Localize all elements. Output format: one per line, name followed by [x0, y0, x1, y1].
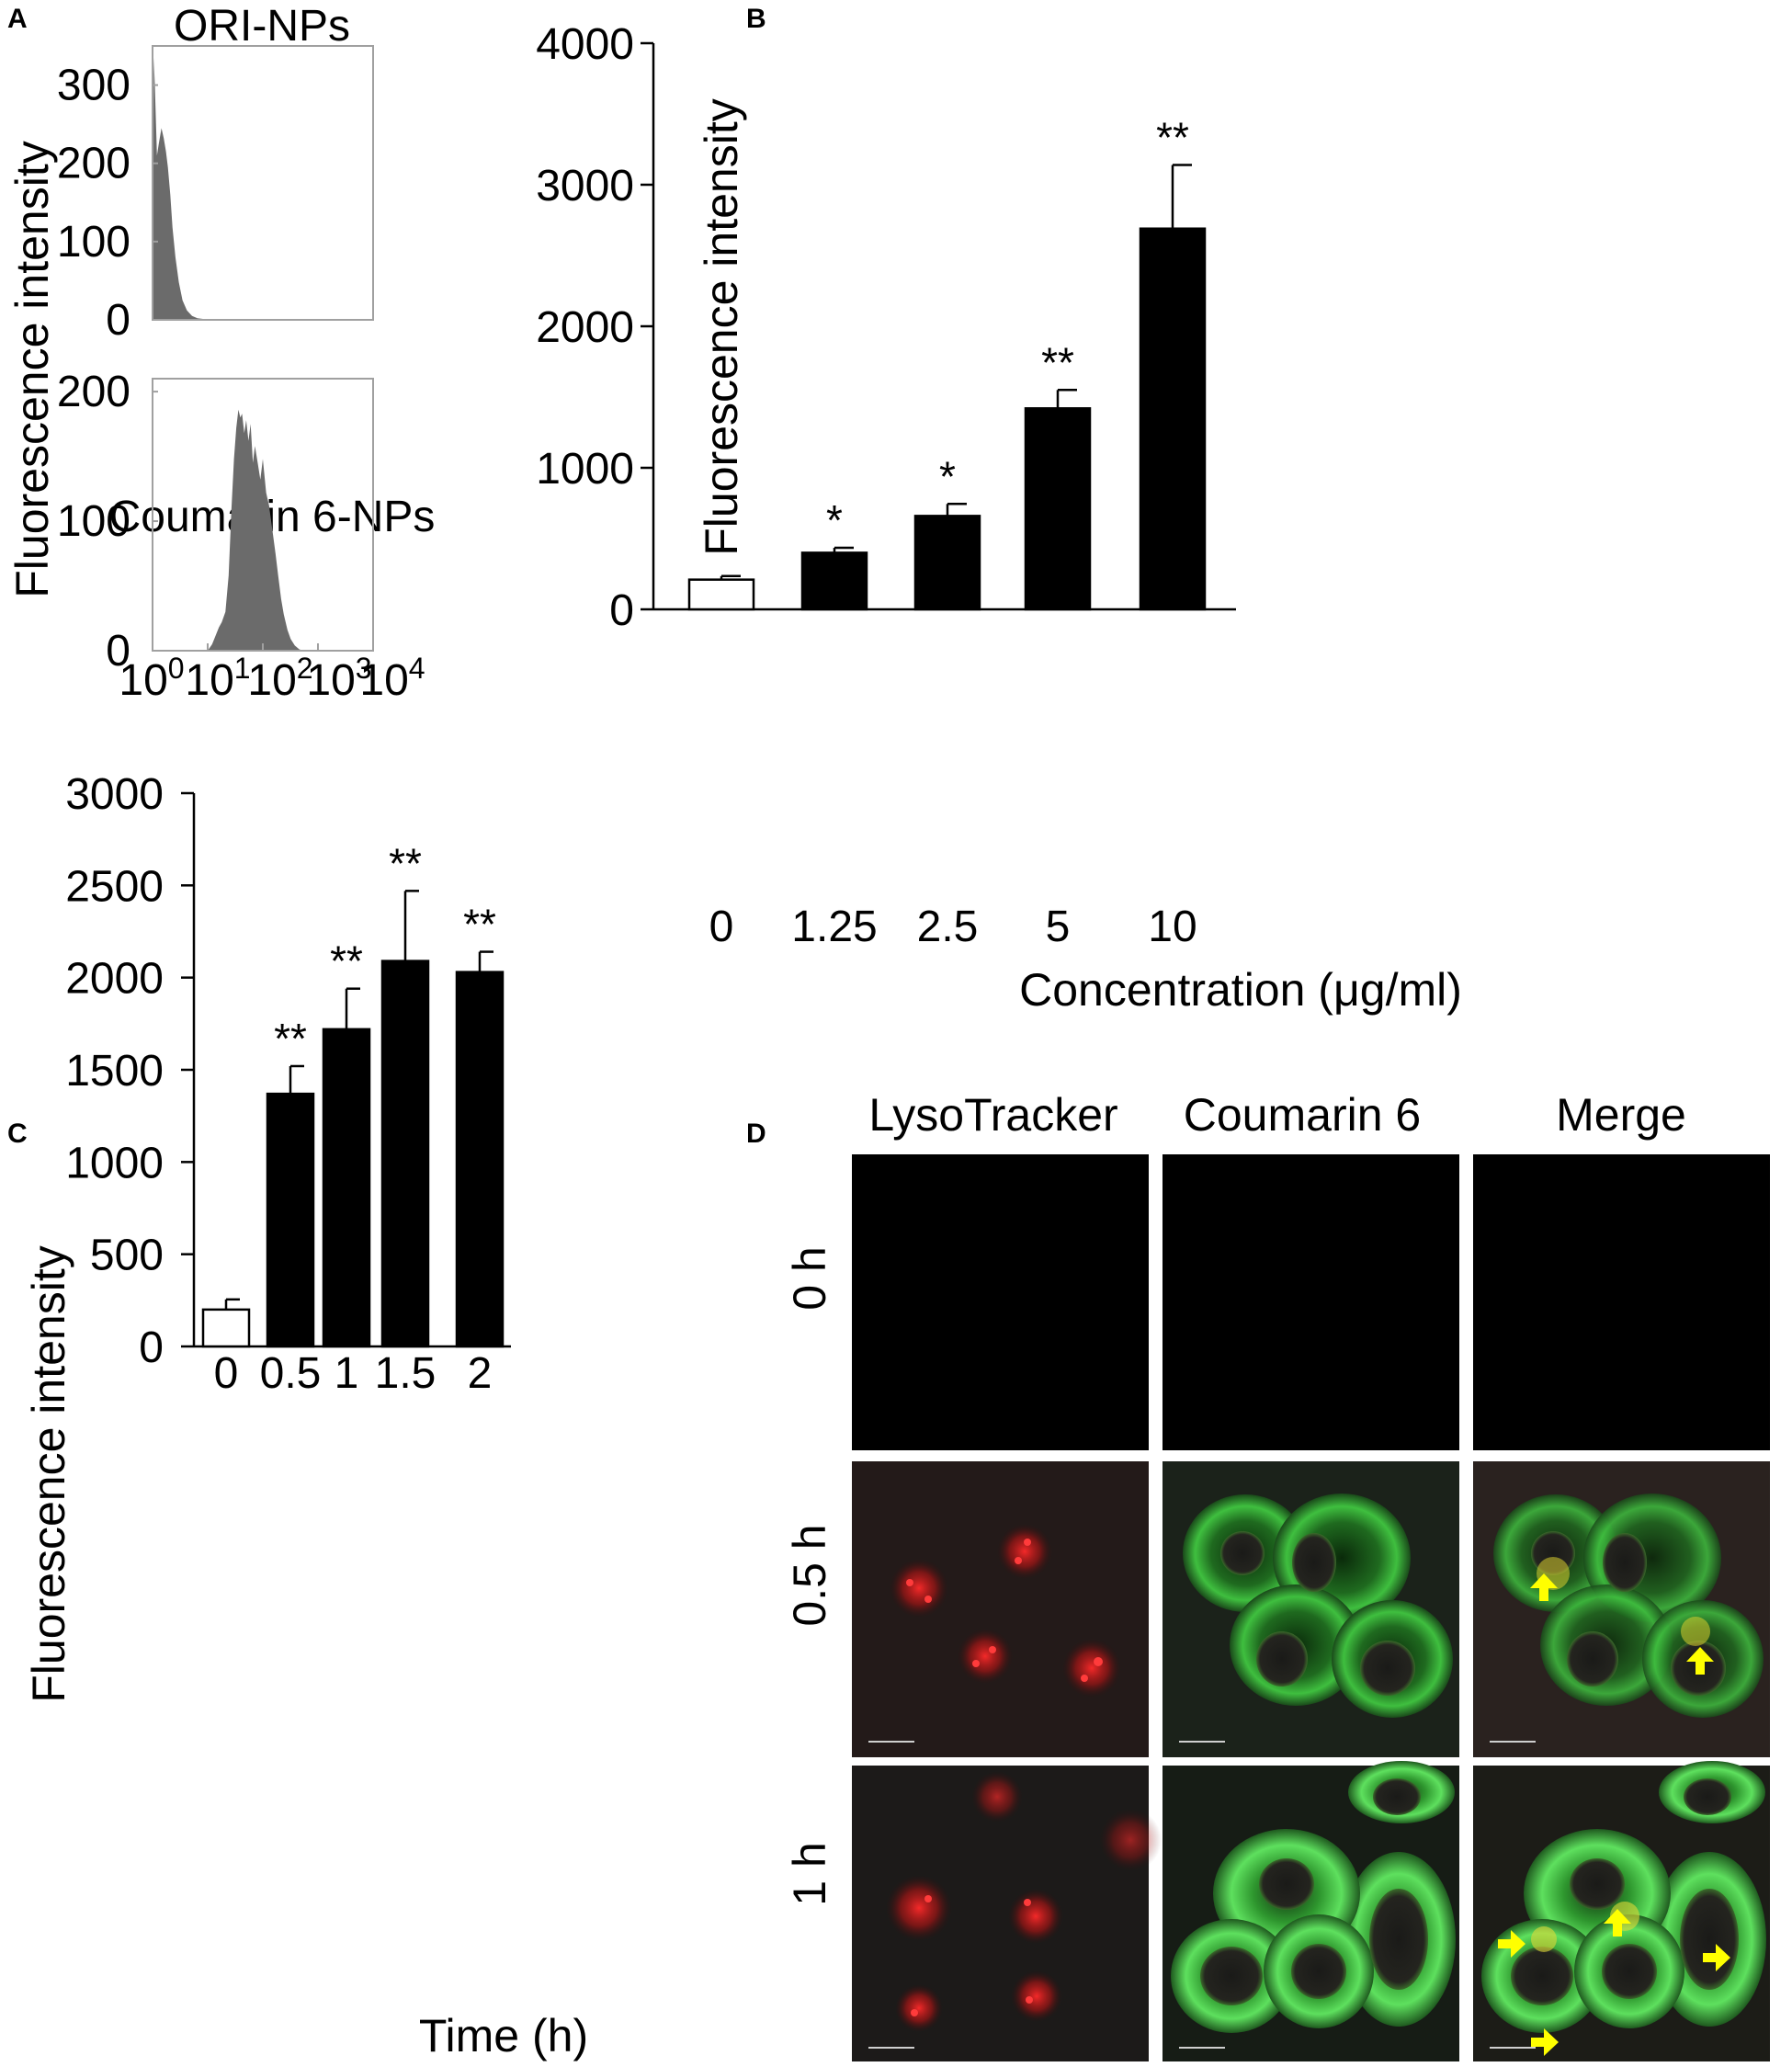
panel-b-bar: [1024, 407, 1092, 611]
panel-d-column-coumarin: Coumarin 6: [1184, 1089, 1421, 1141]
panel-a-top-histogram: [153, 57, 210, 321]
panel-a-bottom-y-tick-label: 200: [57, 368, 130, 416]
panel-a-x-tick-label: 104: [359, 652, 425, 705]
arrow-right-icon: [1498, 1930, 1525, 1958]
panel-b-significance-mark: *: [826, 496, 843, 544]
panel-b-y-tick-label: 4000: [536, 20, 634, 69]
panel-c-y-tick-label: 3000: [65, 770, 164, 819]
panel-c-x-tick-label: 2: [468, 1349, 493, 1398]
image-05h-lysotracker: [852, 1461, 1149, 1757]
panel-d-column-merge: Merge: [1556, 1089, 1686, 1141]
panel-c-x-tick-label: 1.5: [375, 1349, 437, 1398]
image-0h-coumarin: [1163, 1154, 1459, 1450]
panel-b-y-tick-label: 3000: [536, 162, 634, 210]
panel-c-bar: [266, 1092, 315, 1348]
panel-c-y-tick-label: 500: [90, 1232, 164, 1280]
arrow-right-icon: [1531, 2028, 1559, 2056]
panel-a-y-axis-title: Fluorescence intensity: [6, 141, 58, 597]
panel-b-bar: [800, 551, 868, 611]
image-0h-lysotracker: [852, 1154, 1149, 1450]
panel-c: C Fluorescence intensity Time (h) 300025…: [7, 770, 588, 2061]
panel-a-top-y-tick-label: 300: [57, 62, 130, 110]
panel-c-bar: [380, 960, 430, 1348]
panel-a-top-frame: [152, 45, 374, 321]
image-0h-merge: [1473, 1154, 1770, 1450]
panel-b-significance-mark: **: [1041, 338, 1074, 386]
panel-b-x-tick-label: 0: [709, 903, 734, 951]
panel-c-letter: C: [7, 1119, 28, 1149]
panel-d-row-05h: 0.5 h: [784, 1524, 835, 1626]
panel-b-x-axis-title: Concentration (μg/ml): [1019, 964, 1462, 1016]
panel-b-letter: B: [746, 4, 766, 34]
arrow-up-icon: [1530, 1573, 1558, 1601]
arrow-up-icon: [1604, 1909, 1631, 1936]
panel-a-x-tick-label: 102: [247, 652, 312, 705]
image-1h-lysotracker: [852, 1766, 1162, 2061]
image-05h-coumarin: [1163, 1461, 1459, 1757]
panel-b-y-tick-label: 1000: [536, 445, 634, 494]
arrow-right-icon: [1703, 1944, 1730, 1971]
panel-c-y-tick-label: 0: [139, 1323, 164, 1372]
panel-a-top-y-tick-label: 100: [57, 218, 130, 267]
panel-b-x-tick-label: 2.5: [917, 903, 979, 951]
panel-c-y-axis-title: Fluorescence intensity: [23, 1245, 74, 1702]
panel-b-bar: [913, 515, 981, 611]
panel-b-bar: [1139, 227, 1207, 611]
panel-a-top-y-tick-label: 0: [106, 296, 130, 345]
panel-c-y-tick-label: 1000: [65, 1139, 164, 1187]
panel-c-significance-mark: **: [330, 937, 363, 985]
panel-c-significance-mark: **: [389, 839, 422, 887]
panel-b-x-tick-label: 1.25: [791, 903, 877, 951]
panel-c-significance-mark: **: [274, 1015, 307, 1062]
panel-a-letter: A: [7, 4, 28, 34]
panel-d-column-lysotracker: LysoTracker: [868, 1089, 1117, 1141]
panel-b-significance-mark: **: [1156, 113, 1189, 161]
panel-c-x-tick-label: 0.5: [260, 1349, 322, 1398]
panel-c-x-tick-label: 1: [335, 1349, 359, 1398]
arrow-up-icon: [1686, 1647, 1714, 1675]
panel-c-bar: [201, 1308, 251, 1348]
image-1h-merge: [1473, 1761, 1770, 2061]
panel-b-y-axis-title: Fluorescence intensity: [696, 98, 747, 555]
panel-a-bottom-y-tick-label: 0: [106, 627, 130, 676]
panel-a-x-tick-label: 100: [119, 652, 184, 705]
panel-b-significance-mark: *: [939, 452, 956, 500]
panel-b-x-tick-label: 10: [1148, 903, 1197, 951]
panel-c-x-tick-label: 0: [214, 1349, 239, 1398]
panel-d-letter: D: [746, 1119, 766, 1149]
panel-b-y-tick-label: 0: [609, 586, 634, 635]
panel-d-row-0h: 0 h: [784, 1246, 835, 1311]
image-05h-merge: [1473, 1461, 1770, 1757]
panel-c-y-tick-label: 1500: [65, 1047, 164, 1096]
panel-d-row-1h: 1 h: [784, 1842, 835, 1906]
panel-d: D LysoTracker Coumarin 6 Merge 0 h 0.5 h…: [746, 1089, 1770, 2061]
panel-a-x-tick-label: 101: [185, 652, 250, 705]
panel-a-top-y-tick-label: 200: [57, 140, 130, 188]
panel-b: B Fluorescence intensity Concentration (…: [536, 4, 1462, 1016]
panel-a-bottom-histogram: [208, 409, 304, 651]
panel-a-top-title: ORI-NPs: [174, 2, 350, 51]
panel-c-significance-mark: **: [463, 901, 496, 948]
panel-b-bar: [687, 578, 755, 611]
image-1h-coumarin: [1163, 1761, 1459, 2061]
panel-b-y-tick-label: 2000: [536, 303, 634, 352]
panel-c-y-tick-label: 2000: [65, 955, 164, 1004]
panel-c-bar: [455, 971, 505, 1348]
panel-c-x-axis-title: Time (h): [419, 2010, 588, 2061]
panel-a-bottom-y-tick-label: 100: [57, 497, 130, 546]
panel-c-y-tick-label: 2500: [65, 862, 164, 911]
panel-a: A Fluorescence intensity ORI-NPs Coumari…: [6, 2, 435, 705]
panel-b-x-tick-label: 5: [1046, 903, 1071, 951]
panel-c-bar: [322, 1028, 371, 1348]
